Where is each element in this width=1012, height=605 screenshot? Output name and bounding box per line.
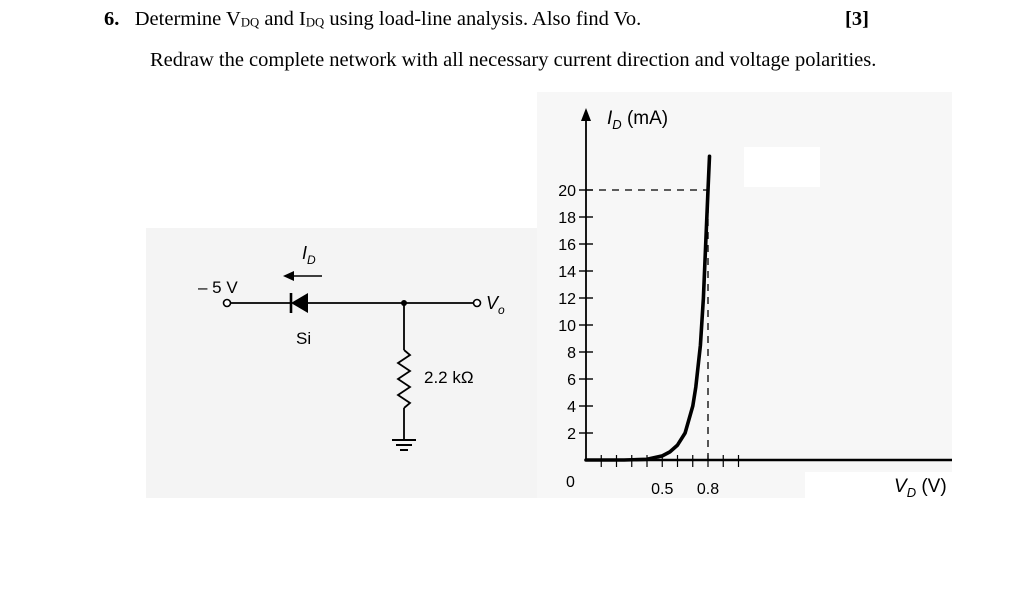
question-number: 6. xyxy=(104,8,120,30)
question-line: 6. Determine VDQ and IDQ using load-line… xyxy=(104,4,884,34)
y-tick-label: 4 xyxy=(567,399,576,416)
y-tick-label: 18 xyxy=(558,210,576,227)
diode-symbol xyxy=(289,293,308,313)
y-axis-label: ID (mA) xyxy=(607,108,668,132)
resistor-symbol xyxy=(396,349,412,409)
y-tick-label: 10 xyxy=(558,318,576,335)
origin-label: 0 xyxy=(566,474,575,491)
y-tick-label: 8 xyxy=(567,345,576,362)
ground-icon xyxy=(392,439,416,451)
question-instruction: Redraw the complete network with all nec… xyxy=(150,49,877,71)
y-tick-label: 14 xyxy=(558,264,576,281)
question-text: Determine VDQ and IDQ using load-line an… xyxy=(134,8,642,30)
y-tick-label: 6 xyxy=(567,372,576,389)
output-label: Vo xyxy=(486,293,505,317)
diode-curve xyxy=(584,154,712,462)
y-tick-label: 16 xyxy=(558,237,576,254)
x-tick-label: 0.5 xyxy=(651,481,673,498)
current-label: ID xyxy=(302,243,316,267)
y-tick-label: 12 xyxy=(558,291,576,308)
y-tick-label: 2 xyxy=(567,426,576,443)
x-tick-label: 0.8 xyxy=(697,481,719,498)
source-terminal xyxy=(222,298,232,308)
y-tick-label: 20 xyxy=(558,183,576,200)
y-axis-arrow xyxy=(581,108,591,121)
white-patch xyxy=(744,147,820,187)
diode-material-label: Si xyxy=(296,329,311,348)
resistor-label: 2.2 kΩ xyxy=(424,368,474,387)
question-marks: [3] xyxy=(845,8,869,30)
x-axis-label: VD (V) xyxy=(894,476,947,500)
circuit-panel xyxy=(146,228,538,498)
output-terminal xyxy=(472,298,482,308)
white-patch xyxy=(805,472,953,500)
source-voltage-label: – 5 V xyxy=(198,278,238,297)
current-direction-arrow xyxy=(283,271,322,281)
